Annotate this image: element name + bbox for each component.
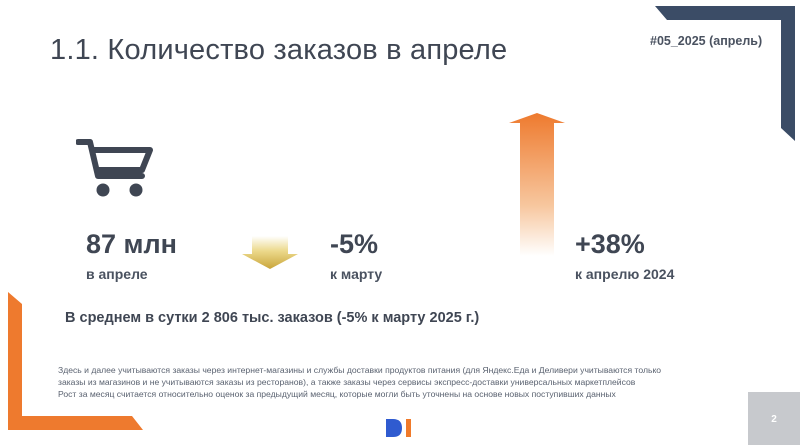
metric-year-change-label: к апрелю 2024 xyxy=(575,266,675,282)
metric-year-change-value: +38% xyxy=(575,229,645,259)
metric-orders-value: 87 млн xyxy=(86,229,177,259)
metric-orders-label: в апреле xyxy=(86,266,148,282)
corner-decoration-bottom-left xyxy=(8,292,143,430)
footnote-line: Здесь и далее учитываются заказы через и… xyxy=(58,365,662,375)
arrow-down-icon xyxy=(242,236,298,269)
daily-average-text: В среднем в сутки 2 806 тыс. заказов (-5… xyxy=(65,310,480,326)
metric-month-change-label: к марту xyxy=(330,266,383,282)
report-tag: #05_2025 (апрель) xyxy=(650,34,763,48)
shopping-cart-icon xyxy=(76,139,153,197)
metric-month-change-value: -5% xyxy=(330,229,379,259)
page-number-box: 2 xyxy=(748,392,800,445)
footnote-line: Рост за месяц считается относительно оце… xyxy=(58,389,616,399)
page-number: 2 xyxy=(771,414,777,425)
page-title: 1.1. Количество заказов в апреле xyxy=(50,34,508,66)
footnote-line: заказы из магазинов и не учитываются зак… xyxy=(58,377,636,387)
corner-decoration-top-right xyxy=(655,6,795,141)
arrow-up-icon xyxy=(509,113,565,256)
footnotes: Здесь и далее учитываются заказы через и… xyxy=(58,364,748,400)
logo xyxy=(386,419,411,437)
